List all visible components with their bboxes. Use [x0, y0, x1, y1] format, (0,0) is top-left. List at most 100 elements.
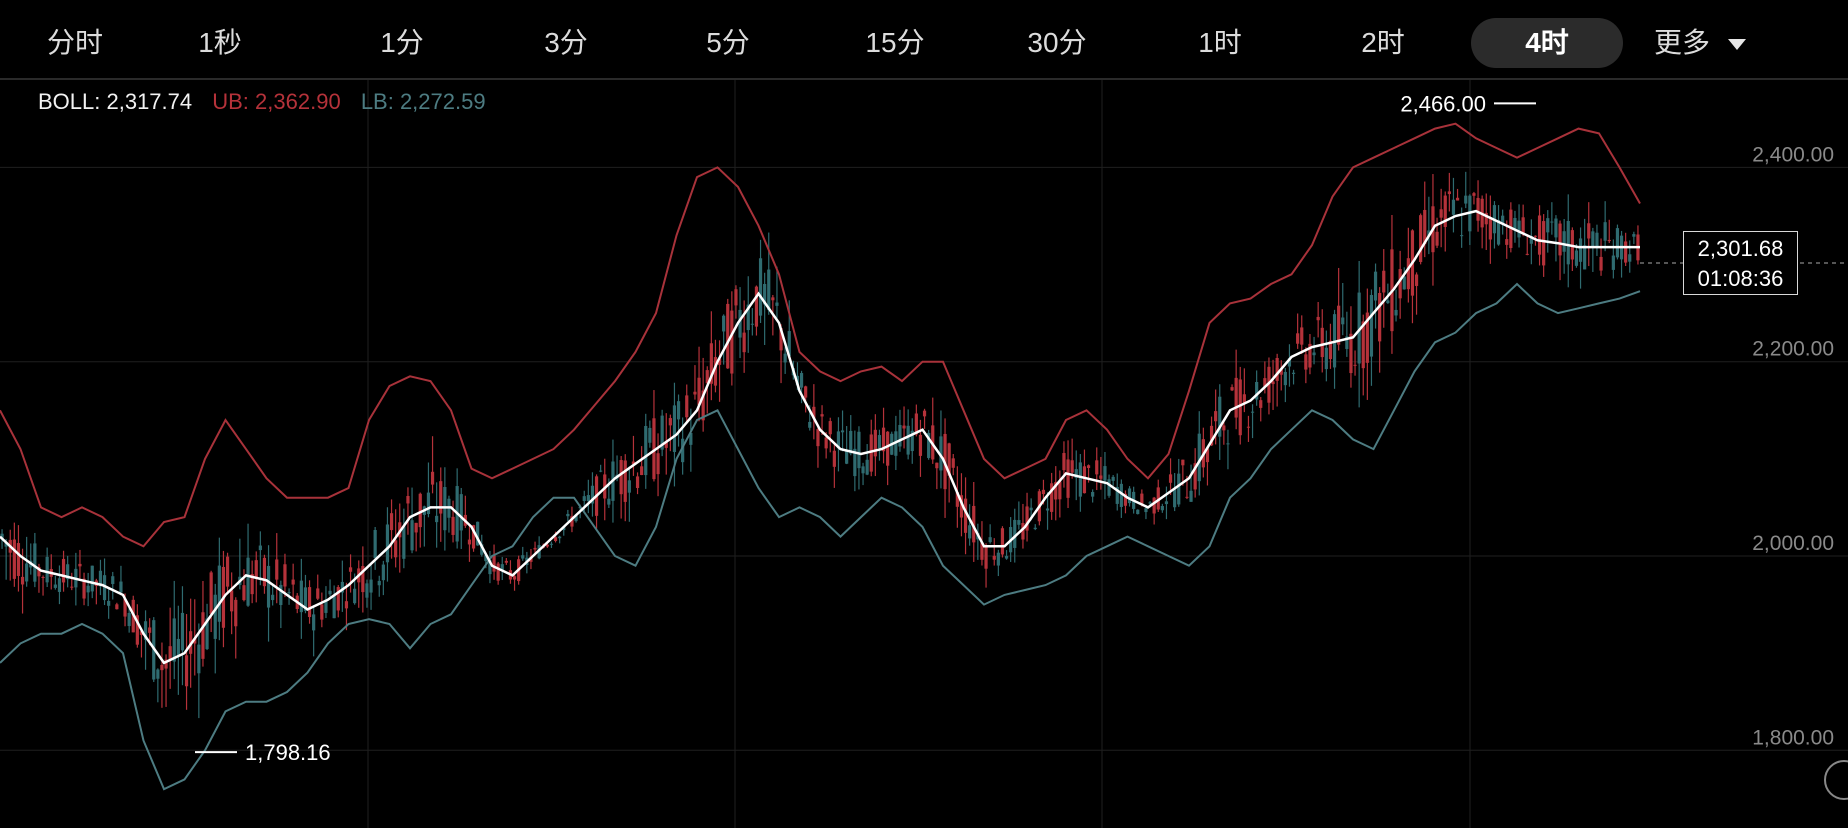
candle-body: [1168, 474, 1173, 483]
candle-body: [213, 594, 217, 639]
candle-body: [545, 544, 549, 547]
candle-body: [217, 565, 221, 622]
candle-body: [672, 405, 677, 453]
candle-body: [1533, 235, 1538, 237]
candle-body: [78, 563, 82, 567]
candle-body: [951, 458, 955, 468]
candle-body: [262, 557, 267, 587]
current-price-tag: 2,301.68 01:08:36: [1683, 230, 1798, 295]
candle-body: [1574, 250, 1579, 266]
candle-body: [1164, 501, 1169, 505]
candle-body: [955, 492, 959, 507]
ub-value: UB: 2,362.90: [212, 89, 341, 114]
candle-body: [1074, 469, 1078, 478]
candle-body: [693, 391, 697, 395]
candle-body: [1033, 527, 1037, 530]
candle-body: [1328, 340, 1333, 360]
tab-1h[interactable]: 1时: [1198, 27, 1242, 58]
tab-fenshi[interactable]: 分时: [46, 27, 103, 58]
candle-body: [365, 583, 369, 598]
candle-body: [1447, 191, 1451, 195]
candle-body: [1460, 235, 1464, 237]
candle-body: [135, 615, 139, 645]
candle-body: [1263, 378, 1267, 387]
tab-4h[interactable]: 4时: [1471, 18, 1623, 68]
tab-2h[interactable]: 2时: [1361, 27, 1405, 58]
candle-body: [1140, 493, 1144, 505]
current-price: 2,301.68: [1697, 235, 1784, 261]
candle-body: [1107, 479, 1111, 496]
candle-body: [804, 386, 808, 398]
candle-body: [33, 543, 37, 582]
candle-body: [656, 453, 660, 475]
price-chart[interactable]: 2,400.00 2,200.00 2,000.00 1,800.00 2,466.0…: [0, 80, 1848, 828]
tab-30m[interactable]: 30分: [1027, 27, 1087, 58]
candle-body: [426, 492, 431, 514]
candle-body: [1070, 460, 1074, 473]
tab-15m[interactable]: 15分: [865, 27, 925, 58]
candle-body: [972, 505, 976, 543]
candle-body: [102, 575, 107, 601]
candle-body: [1152, 497, 1156, 514]
candle-body: [918, 434, 923, 456]
tab-3m[interactable]: 3分: [544, 27, 588, 58]
candle-body: [1304, 354, 1308, 370]
candle-body: [127, 612, 131, 627]
candle-body: [53, 584, 57, 588]
candle-body: [1562, 231, 1566, 252]
candle-body: [1386, 300, 1390, 304]
candle-body: [1345, 336, 1349, 349]
candle-body: [1197, 433, 1201, 482]
candle-body: [1144, 508, 1148, 513]
candle-body: [1287, 358, 1292, 367]
candle-body: [373, 529, 377, 558]
candle-body: [717, 358, 722, 365]
ub-line: [0, 122, 1641, 548]
y-tick-label: 2,400.00: [1752, 143, 1834, 166]
candle-body: [1086, 465, 1091, 469]
candle-body: [845, 450, 849, 464]
candle-body: [808, 421, 812, 428]
candle-body: [287, 592, 291, 594]
candle-body: [1226, 443, 1230, 445]
candle-body: [1472, 193, 1476, 196]
candle-body: [1402, 276, 1406, 290]
candle-body: [1041, 489, 1046, 495]
lb-value: LB: 2,272.59: [360, 89, 486, 114]
candle-body: [730, 310, 734, 374]
candle-body: [1177, 473, 1181, 505]
candle-body: [1054, 482, 1058, 500]
candle-body: [57, 578, 62, 592]
candle-body: [1542, 221, 1546, 266]
candle-body: [4, 541, 8, 547]
candle-body: [746, 304, 750, 331]
candle-body: [1058, 481, 1062, 500]
candle-body: [812, 406, 816, 419]
candle-body: [1136, 509, 1140, 515]
candle-body: [348, 567, 353, 572]
candle-body: [1382, 270, 1386, 293]
tab-1m[interactable]: 1分: [380, 27, 424, 58]
tab-5m[interactable]: 5分: [706, 27, 750, 58]
candle-body: [1242, 394, 1246, 404]
candle-body: [1488, 219, 1492, 240]
candle-body: [168, 646, 172, 661]
candle-body: [1308, 343, 1312, 368]
candle-body: [123, 598, 127, 617]
candle-body: [947, 443, 951, 476]
candle-body: [644, 426, 648, 476]
candle-body: [340, 581, 344, 593]
candle-body: [201, 612, 205, 659]
candle-body: [25, 563, 29, 582]
candle-body: [1234, 377, 1238, 418]
candle-body: [1181, 459, 1185, 466]
candle-body: [139, 631, 144, 635]
candle-body: [635, 476, 640, 488]
candle-body: [865, 459, 869, 475]
candle-body: [652, 418, 656, 480]
low-marker-label: 1,798.16: [245, 740, 331, 765]
candle-body: [599, 470, 603, 472]
more-dropdown[interactable]: 更多: [1654, 18, 1747, 68]
candle-body: [521, 555, 525, 559]
tab-1s[interactable]: 1秒: [198, 27, 242, 58]
